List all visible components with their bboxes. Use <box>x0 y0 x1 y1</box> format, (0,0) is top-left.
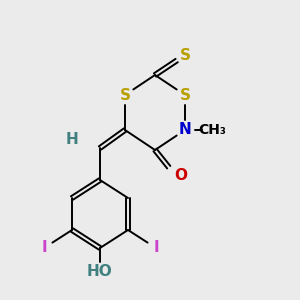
Text: I: I <box>41 241 47 256</box>
Text: I: I <box>153 241 159 256</box>
Text: H: H <box>66 133 78 148</box>
Text: O: O <box>175 167 188 182</box>
Text: S: S <box>119 88 130 103</box>
Text: S: S <box>179 88 191 103</box>
Text: CH₃: CH₃ <box>198 123 226 137</box>
Text: N: N <box>178 122 191 137</box>
Text: S: S <box>179 47 191 62</box>
Text: HO: HO <box>87 265 113 280</box>
